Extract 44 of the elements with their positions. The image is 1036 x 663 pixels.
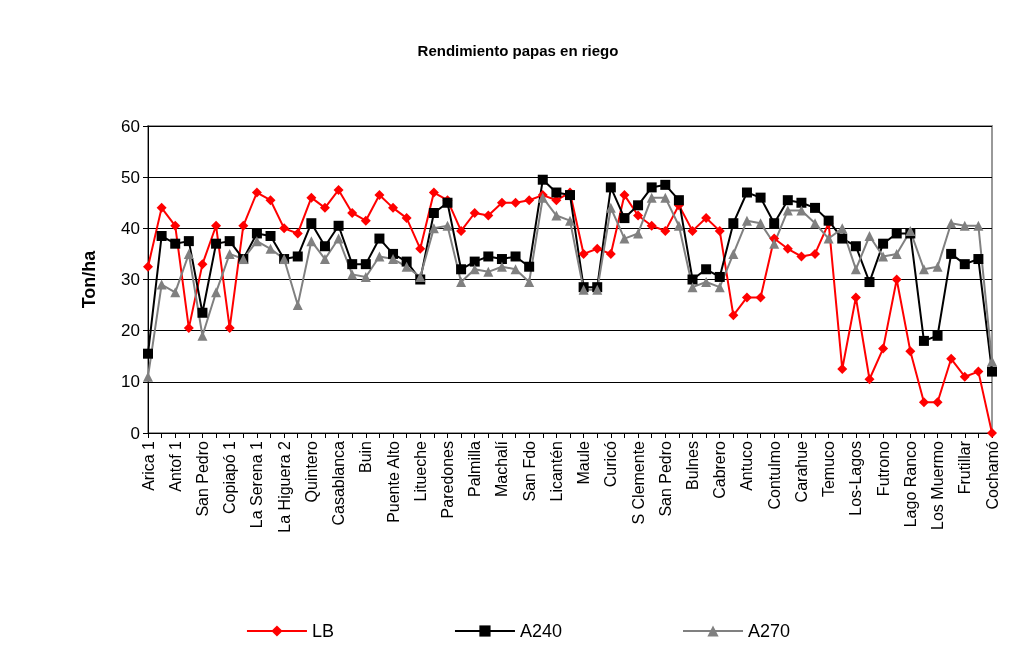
x-tick-label: Curicó	[602, 440, 620, 488]
x-tick-label: Maule	[575, 440, 593, 485]
x-tick-label: Los-Lagos	[847, 441, 865, 516]
x-tick-label: Antof 1	[166, 440, 184, 492]
y-tick-label: 30	[121, 270, 140, 289]
x-tick-label: Temuco	[820, 440, 838, 498]
x-tick-label: Contulmo	[765, 440, 783, 510]
y-tick-label: 40	[121, 218, 140, 238]
y-tick-label: 60	[121, 116, 140, 136]
x-tick-label: Carahue	[792, 440, 810, 503]
x-tick-label: Futrono	[874, 440, 892, 497]
x-tick-label: Lago Ranco	[901, 440, 919, 528]
y-tick-label: 20	[121, 321, 140, 341]
x-tick-label: Los Muermo	[929, 440, 947, 530]
legend-label: A270	[748, 621, 791, 641]
x-tick-label: Paredones	[438, 441, 456, 519]
legend-label: A240	[519, 621, 563, 641]
x-tick-label: Arica 1	[139, 440, 157, 491]
x-tick-label: Buin	[357, 441, 375, 474]
x-tick-label: Quintero	[302, 440, 320, 503]
x-tick-label: Casablanca	[330, 440, 348, 526]
x-tick-label: S Clemente	[629, 440, 647, 525]
x-tick-label: Machalí	[493, 440, 511, 498]
x-tick-label: Antuco	[738, 440, 756, 491]
x-tick-label: Copiapó 1	[221, 440, 239, 514]
x-tick-label: San Pedro	[656, 440, 674, 517]
x-tick-label: San Fdo	[520, 440, 538, 502]
chart-title: Rendimiento papas en riego	[417, 42, 619, 59]
x-tick-label: Litueche	[411, 440, 429, 502]
legend-label: LB	[311, 621, 334, 641]
x-tick-label: La Higuera 2	[275, 440, 293, 533]
x-tick-label: Palmilla	[466, 440, 484, 498]
y-tick-label: 50	[121, 167, 140, 187]
x-tick-label: Licantén	[547, 441, 565, 502]
x-tick-label: La Serena 1	[248, 440, 266, 529]
x-tick-label: San Pedro	[193, 440, 211, 517]
y-axis-title: Ton/ha	[79, 249, 99, 309]
x-tick-label: Bulnes	[684, 441, 702, 490]
x-tick-label: Cochamó	[983, 440, 1001, 510]
y-tick-label: 10	[121, 372, 140, 392]
x-tick-label: Puente Alto	[384, 440, 402, 523]
y-tick-label: 0	[130, 423, 140, 443]
x-tick-label: Cabrero	[711, 440, 729, 499]
x-tick-label: Frutillar	[956, 440, 974, 495]
